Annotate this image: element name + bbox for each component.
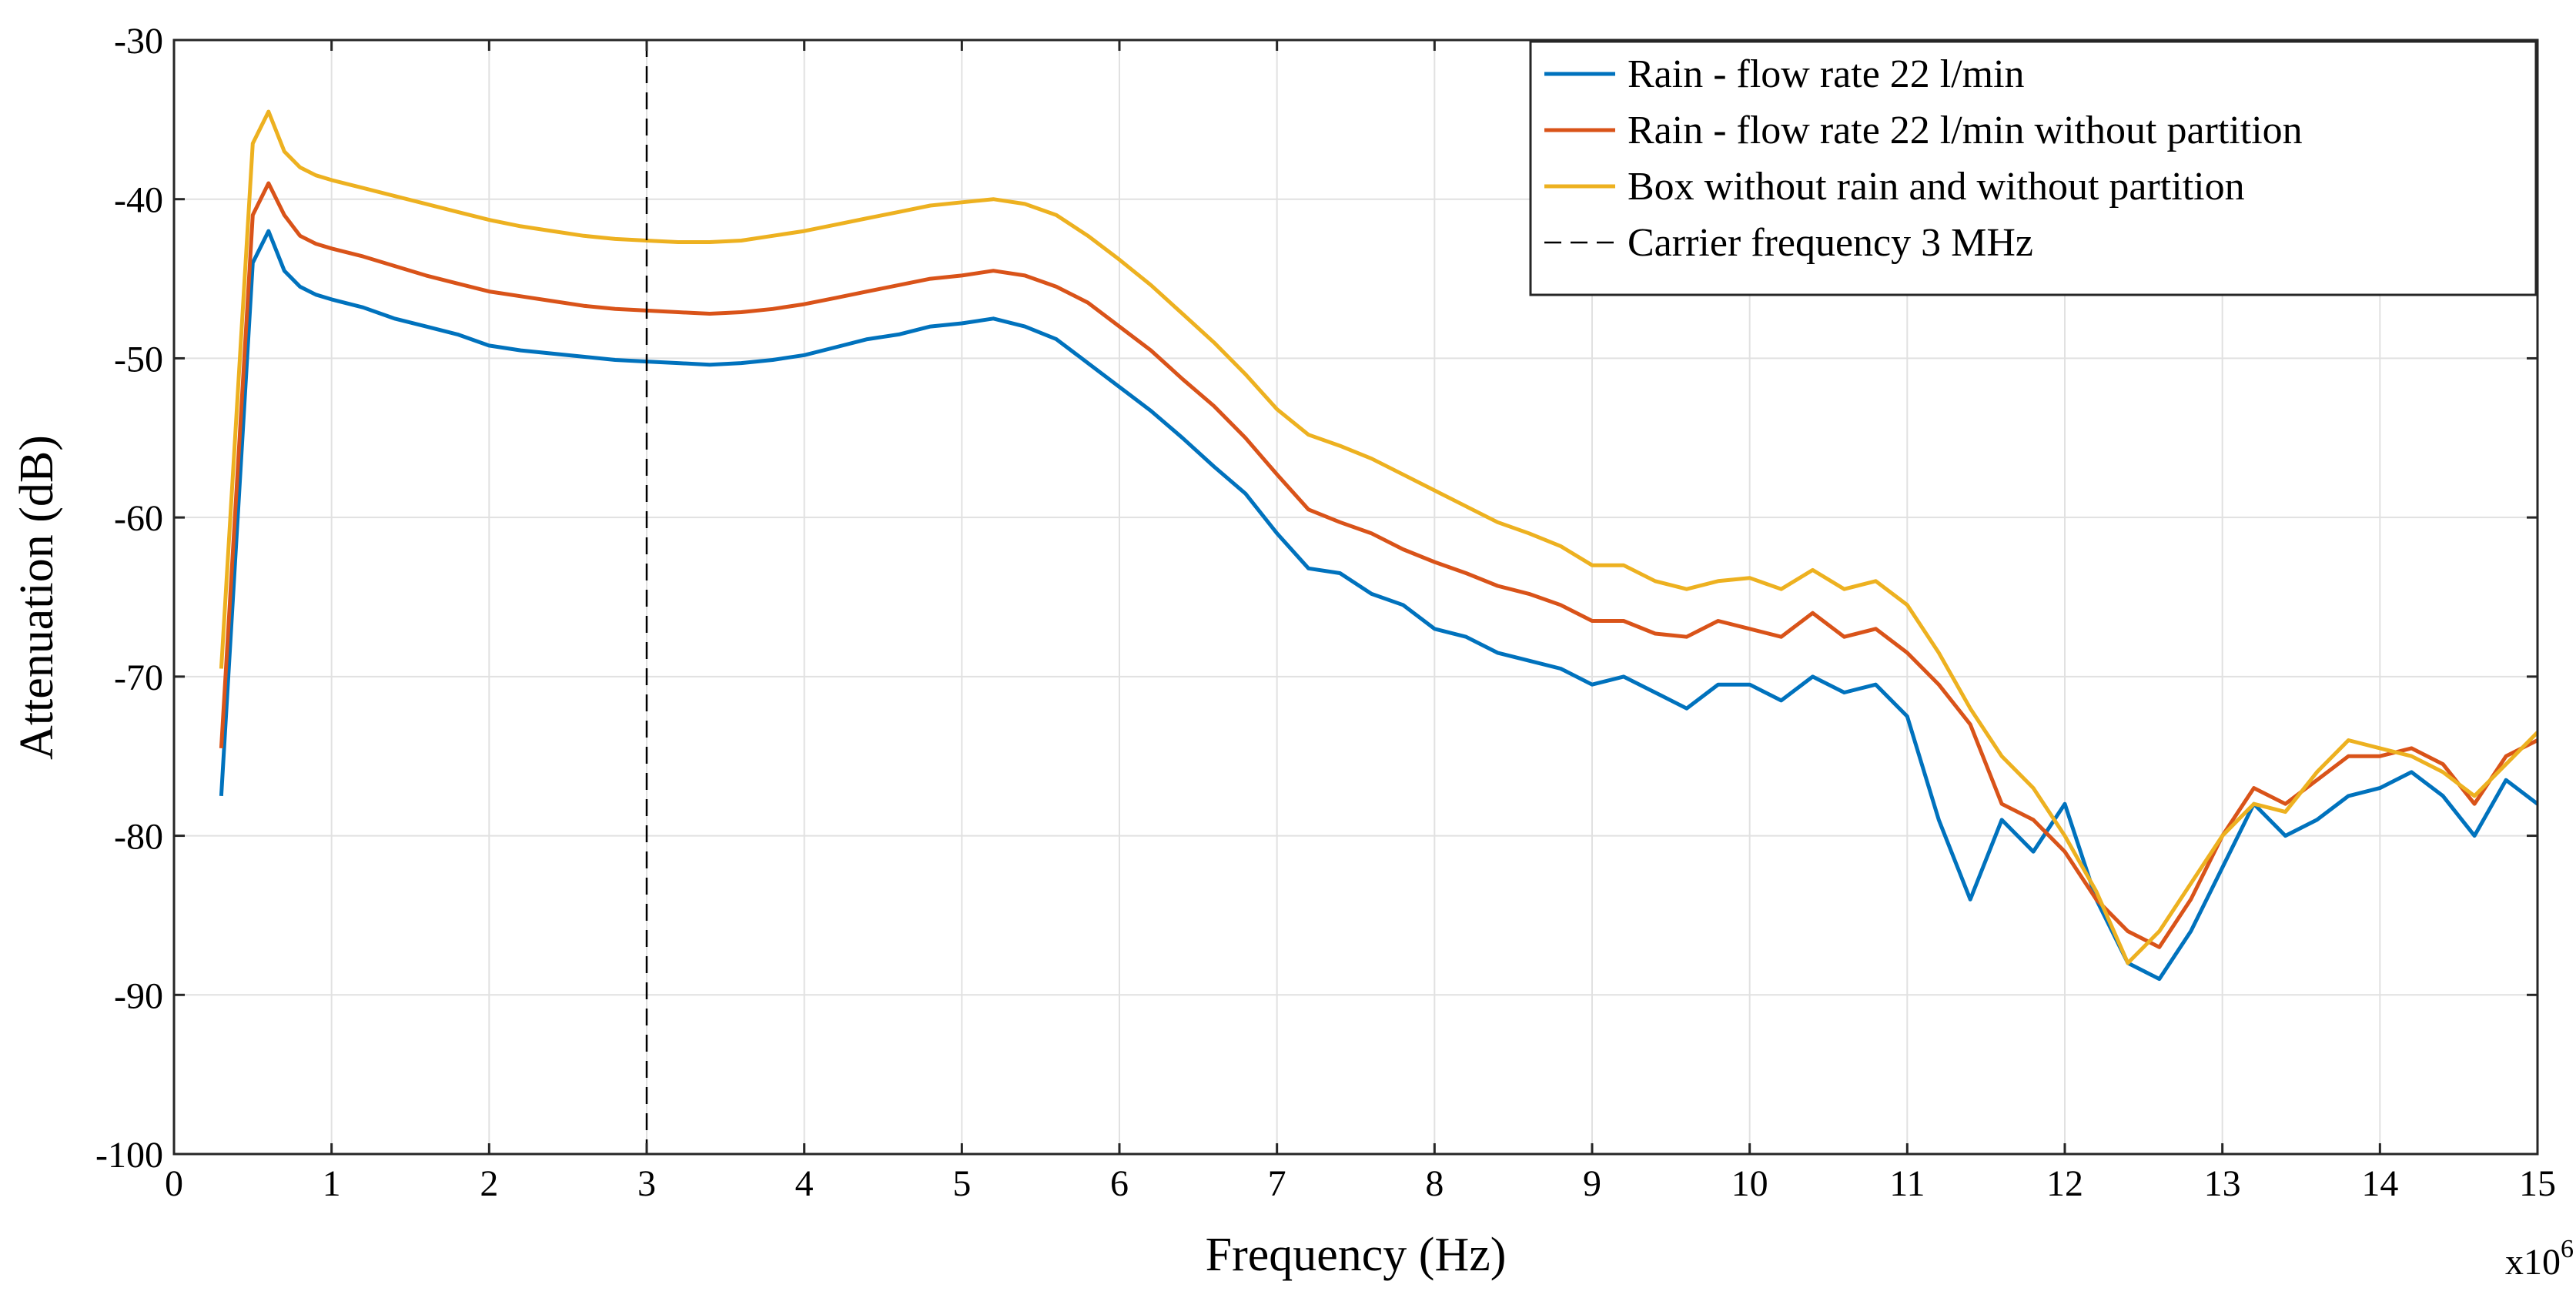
series-line-3 — [219, 109, 2539, 965]
series-lines — [219, 40, 2539, 1154]
x-tick-label: 2 — [480, 1163, 498, 1204]
x-tick-label: 15 — [2519, 1163, 2556, 1204]
legend-label-1: Rain - flow rate 22 l/min — [1628, 52, 2025, 96]
y-tick-label: -50 — [114, 339, 163, 380]
x-tick-label: 8 — [1425, 1163, 1444, 1204]
x-tick-label: 9 — [1583, 1163, 1601, 1204]
y-tick-label: -60 — [114, 498, 163, 539]
legend-label-2: Rain - flow rate 22 l/min without partit… — [1628, 109, 2303, 152]
x-tick-label: 5 — [952, 1163, 971, 1204]
legend-label-4: Carrier frequency 3 MHz — [1628, 221, 2033, 265]
legend: Rain - flow rate 22 l/min Rain - flow rat… — [1529, 40, 2538, 296]
y-axis-label: Attenuation (dB) — [11, 435, 63, 760]
x-multiplier-exponent: 6 — [2561, 1235, 2574, 1263]
legend-label-3: Box without rain and without partition — [1628, 165, 2245, 209]
x-tick-label: 14 — [2361, 1163, 2398, 1204]
y-tick-label: -40 — [114, 180, 163, 221]
tick-labels: 0 1 2 3 4 5 6 7 8 9 10 11 12 13 14 15-30-40-50-60-70-80… — [95, 21, 2556, 1204]
series-line-2 — [219, 181, 2539, 949]
y-tick-label: -90 — [114, 975, 163, 1016]
series-line-1 — [219, 229, 2539, 982]
x-tick-label: 12 — [2046, 1163, 2083, 1204]
x-tick-label: 10 — [1731, 1163, 1768, 1204]
x-multiplier-label: x106 — [2505, 1235, 2574, 1283]
legend-box — [1529, 40, 2538, 296]
x-tick-label: 4 — [795, 1163, 814, 1204]
y-tick-label: -30 — [114, 21, 163, 62]
x-axis-label: Frequency (Hz) — [1206, 1229, 1507, 1281]
plot-frame — [172, 38, 2539, 1156]
x-tick-label: 0 — [165, 1163, 183, 1204]
y-tick-label: -100 — [95, 1135, 163, 1176]
x-tick-label: 3 — [637, 1163, 656, 1204]
x-tick-label: 1 — [323, 1163, 341, 1204]
x-tick-label: 6 — [1110, 1163, 1129, 1204]
y-tick-label: -70 — [114, 657, 163, 698]
x-tick-label: 11 — [1889, 1163, 1925, 1204]
x-tick-label: 7 — [1268, 1163, 1286, 1204]
x-tick-label: 13 — [2204, 1163, 2241, 1204]
y-tick-label: -80 — [114, 817, 163, 858]
